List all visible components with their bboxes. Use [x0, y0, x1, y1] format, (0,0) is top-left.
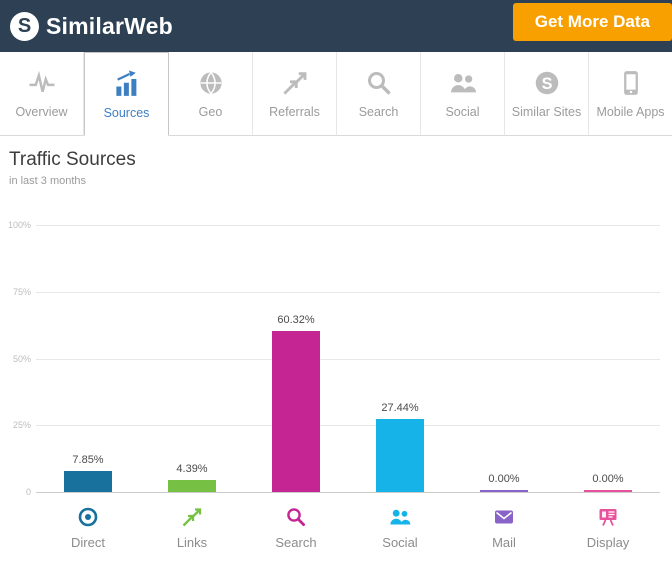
- gridline: 100%: [8, 220, 660, 230]
- bar-display[interactable]: [584, 490, 632, 492]
- similarweb-logo-icon: S: [10, 11, 39, 41]
- tab-label: Overview: [15, 105, 68, 119]
- legend-label: Mail: [492, 535, 516, 550]
- tab-label: Similar Sites: [511, 105, 582, 119]
- search-icon: [364, 68, 394, 98]
- bar-social[interactable]: [376, 419, 424, 492]
- activity-icon: [27, 68, 57, 98]
- bar-column-mail: 0.00%: [452, 225, 556, 492]
- tab-mobile-apps[interactable]: Mobile Apps: [589, 52, 672, 136]
- chart-legend: Direct Links Search Social Mail Display: [36, 505, 660, 550]
- traffic-sources-chart: 100% 75% 50% 25% 0 7.85% 4.39% 60.32% 27.44% 0.0…: [8, 220, 660, 497]
- brand-name: SimilarWeb: [46, 12, 173, 39]
- gridline: 25%: [13, 420, 660, 430]
- legend-item-search[interactable]: Search: [244, 505, 348, 550]
- tab-bar: Overview Sources Geo Referrals Search Social S…: [0, 52, 672, 136]
- page-title: Traffic Sources: [9, 149, 136, 170]
- tab-label: Search: [358, 105, 399, 119]
- mobile-icon: [616, 68, 646, 98]
- bar-value-label: 0.00%: [592, 473, 624, 485]
- mail-icon: [492, 505, 516, 529]
- tab-social[interactable]: Social: [421, 52, 505, 136]
- main-content: Traffic Sources in last 3 months 100% 75%…: [0, 136, 672, 550]
- bar-search[interactable]: [272, 331, 320, 492]
- y-axis-tick: 100%: [7, 220, 31, 230]
- tab-label: Social: [445, 105, 480, 119]
- bar-value-label: 7.85%: [72, 454, 104, 466]
- search-icon: [284, 505, 308, 529]
- get-more-data-button[interactable]: Get More Data: [512, 3, 672, 41]
- people-icon: [448, 68, 478, 98]
- similarweb-logo[interactable]: S SimilarWeb: [10, 11, 173, 41]
- bar-column-links: 4.39%: [140, 225, 244, 492]
- bar-value-label: 27.44%: [381, 402, 419, 414]
- gridline: 0: [26, 487, 660, 497]
- y-axis-tick: 0: [25, 487, 31, 497]
- tab-label: Mobile Apps: [596, 105, 665, 119]
- y-axis-tick: 75%: [12, 286, 31, 297]
- legend-label: Search: [275, 535, 317, 550]
- page-subtitle: in last 3 months: [9, 175, 87, 187]
- legend-item-links[interactable]: Links: [140, 505, 244, 550]
- gridline: 75%: [13, 287, 660, 297]
- legend-label: Display: [586, 535, 630, 550]
- svg-text:S: S: [541, 75, 552, 93]
- tab-sources[interactable]: Sources: [84, 52, 169, 136]
- tab-label: Referrals: [269, 105, 320, 119]
- gridline: 50%: [13, 354, 660, 364]
- globe-icon: [196, 68, 226, 98]
- bar-value-label: 4.39%: [176, 463, 208, 475]
- bar-column-social: 27.44%: [348, 225, 452, 492]
- header: S SimilarWeb Get More Data: [0, 0, 672, 52]
- y-axis-tick: 25%: [12, 420, 31, 431]
- similarweb-mark-icon: S: [532, 68, 562, 98]
- legend-item-direct[interactable]: Direct: [36, 505, 140, 550]
- bar-chart-icon: [112, 69, 142, 99]
- legend-item-social[interactable]: Social: [348, 505, 452, 550]
- legend-label: Direct: [71, 535, 105, 550]
- bar-column-display: 0.00%: [556, 225, 660, 492]
- tab-geo[interactable]: Geo: [169, 52, 253, 136]
- bar-value-label: 0.00%: [488, 473, 520, 485]
- y-axis-tick: 50%: [12, 353, 31, 364]
- legend-item-display[interactable]: Display: [556, 505, 660, 550]
- people-icon: [388, 505, 412, 529]
- bar-value-label: 60.32%: [277, 314, 315, 326]
- legend-item-mail[interactable]: Mail: [452, 505, 556, 550]
- bar-column-search: 60.32%: [244, 225, 348, 492]
- tab-label: Sources: [103, 105, 150, 120]
- tab-similar-sites[interactable]: S Similar Sites: [505, 52, 589, 136]
- bar-direct[interactable]: [64, 471, 112, 492]
- bar-column-direct: 7.85%: [36, 225, 140, 492]
- bar-links[interactable]: [168, 480, 216, 492]
- legend-label: Links: [176, 535, 208, 550]
- referral-arrows-icon: [280, 68, 310, 98]
- links-arrows-icon: [180, 505, 204, 529]
- legend-label: Social: [382, 535, 418, 550]
- display-icon: [596, 505, 620, 529]
- target-icon: [76, 505, 100, 529]
- tab-referrals[interactable]: Referrals: [253, 52, 337, 136]
- tab-label: Geo: [198, 105, 223, 119]
- tab-search[interactable]: Search: [337, 52, 421, 136]
- bar-mail[interactable]: [480, 490, 528, 492]
- tab-overview[interactable]: Overview: [0, 52, 84, 136]
- chart-bars: 7.85% 4.39% 60.32% 27.44% 0.00% 0.00%: [36, 225, 660, 492]
